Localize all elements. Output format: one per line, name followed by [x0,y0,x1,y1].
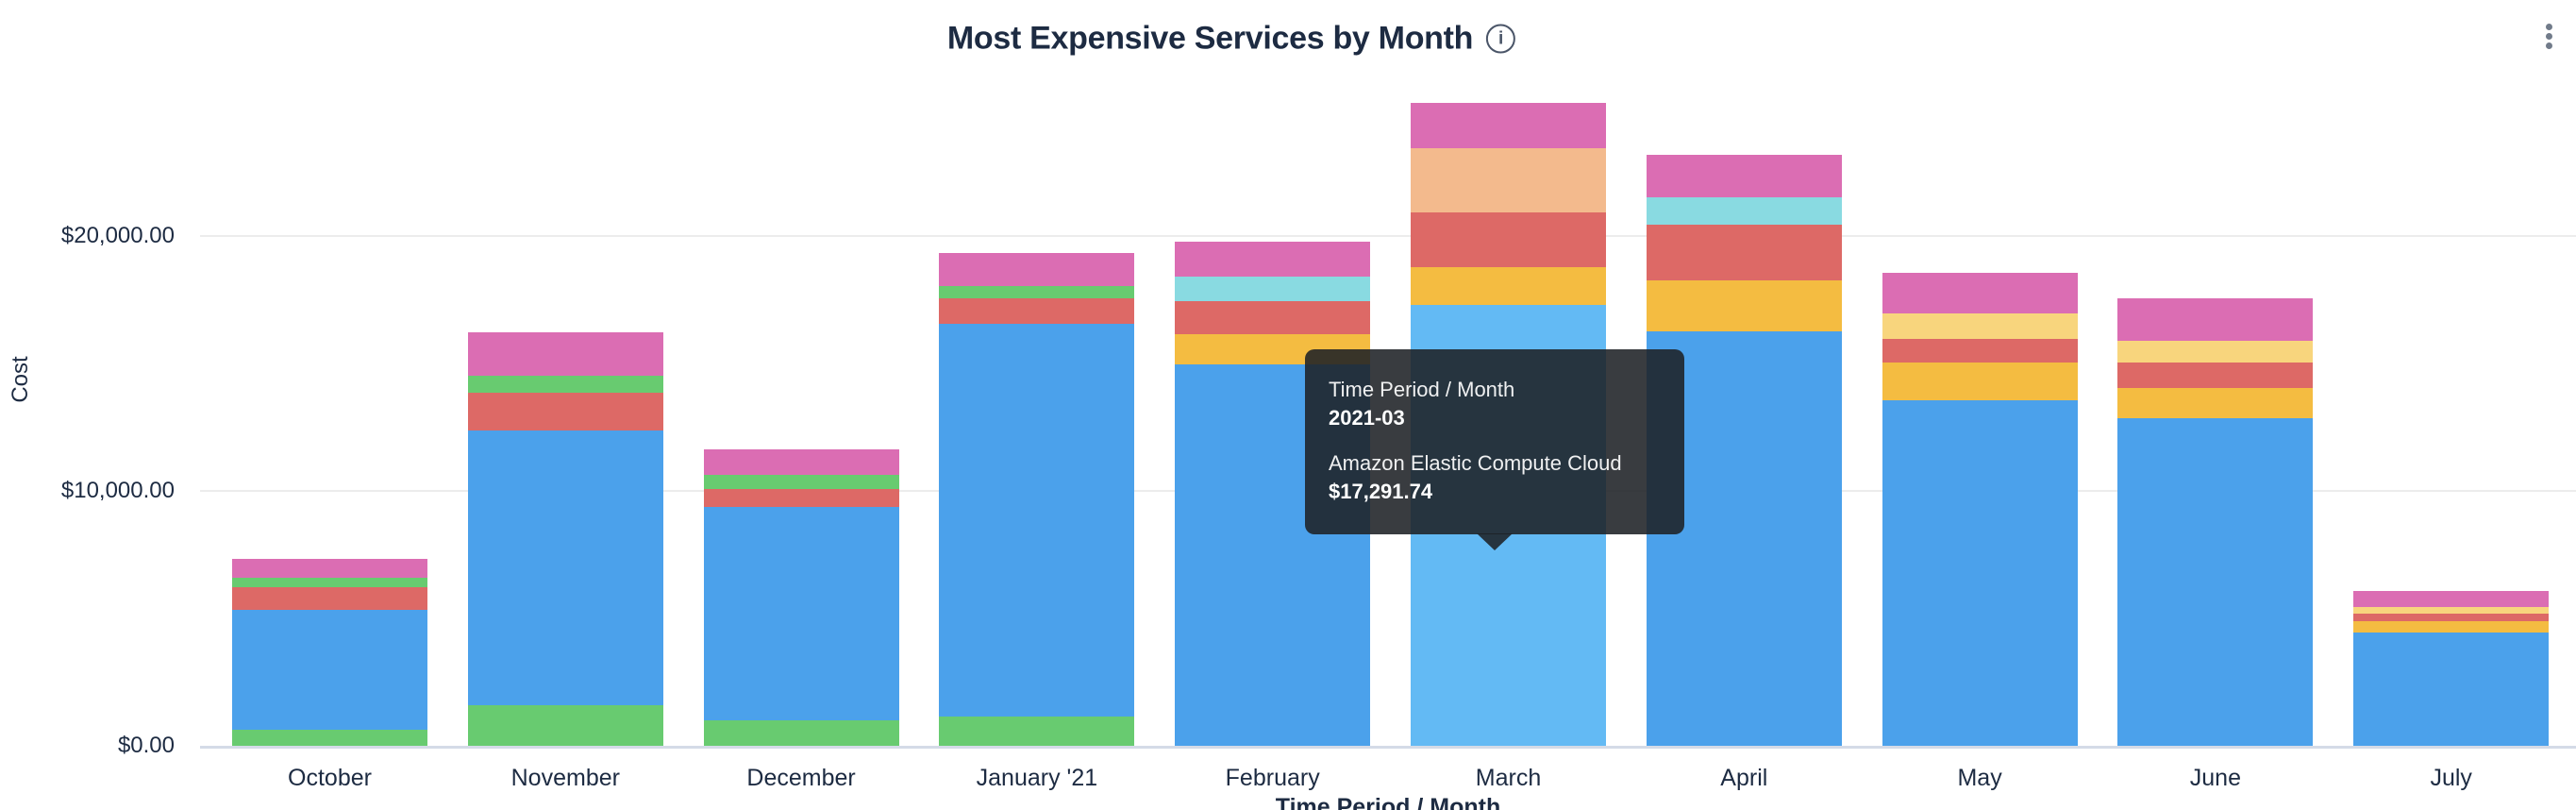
bar-segment-pink[interactable] [1882,273,2078,314]
bar-segment-cyan[interactable] [1646,197,1842,226]
bar-segment-pale_yellow[interactable] [1882,313,2078,340]
bar-segment-pink[interactable] [1411,103,1606,149]
bar-segment-pink[interactable] [467,332,663,377]
y-tick-label: $0.00 [117,733,175,758]
bar-segment-green[interactable] [232,730,427,746]
bar-segment-amber[interactable] [1882,363,2078,401]
info-icon[interactable]: i [1486,24,1516,54]
bar-segment-red[interactable] [467,393,663,431]
bar-segment-cyan[interactable] [1175,277,1371,302]
plot-area: $0.00 $10,000.00 $20,000.00 Cost [8,103,2576,758]
bar-june[interactable] [2117,298,2314,746]
x-tick-label: October [288,765,372,791]
bar-segment-red[interactable] [1646,225,1842,281]
bar-november[interactable] [467,332,663,746]
x-tick-label: June [2189,765,2241,791]
bar-segment-blue[interactable] [2353,633,2550,746]
bar-segment-pink[interactable] [939,253,1135,287]
bar-segment-pink[interactable] [2353,591,2550,607]
bar-segment-blue[interactable] [703,507,899,720]
tooltip-arrow [1477,533,1513,550]
x-tick-label: December [746,765,856,791]
y-tick-label: $10,000.00 [60,478,175,503]
gridline-20000 [200,235,2576,237]
bar-december[interactable] [703,449,899,746]
y-axis-title: Cost [8,356,33,403]
bar-segment-red[interactable] [1882,339,2078,363]
bar-segment-amber[interactable] [2117,388,2314,419]
bar-segment-blue[interactable] [939,324,1135,717]
bar-segment-pink[interactable] [703,449,899,476]
bar-segment-amber[interactable] [1411,267,1606,306]
y-tick-label: $20,000.00 [60,223,175,248]
gridline-0 [200,746,2576,749]
x-tick-label: November [510,765,620,791]
bar-segment-blue[interactable] [232,610,427,730]
bar-segment-pale_yellow[interactable] [2353,607,2550,614]
bar-segment-red[interactable] [1411,212,1606,268]
bar-segment-red[interactable] [2353,614,2550,621]
bar-segment-amber[interactable] [2353,621,2550,633]
bar-segment-pink[interactable] [1175,242,1371,278]
bar-segment-green[interactable] [939,717,1135,746]
bar-segment-red[interactable] [232,587,427,610]
bar-segment-red[interactable] [703,489,899,508]
bar-segment-blue[interactable] [2117,418,2314,746]
x-tick-label: July [2430,765,2472,791]
bar-segment-green[interactable] [703,720,899,746]
bar-segment-green[interactable] [467,376,663,394]
bar-segment-amber[interactable] [1646,280,1842,332]
bar-july[interactable] [2353,591,2550,746]
bar-segment-blue[interactable] [1882,400,2078,746]
kebab-menu-icon[interactable] [2546,24,2552,49]
tooltip: Time Period / Month 2021-03 Amazon Elast… [1305,349,1684,550]
bar-segment-green[interactable] [467,705,663,746]
bar-segment-blue[interactable] [467,430,663,705]
x-tick-label: March [1475,765,1542,791]
bar-segment-pink[interactable] [1646,155,1842,198]
bar-segment-green[interactable] [232,578,427,587]
chart-header: Most Expensive Services by Month i [946,20,1516,58]
bar-segment-green[interactable] [703,475,899,490]
bar-may[interactable] [1882,273,2078,746]
x-tick-label: January '21 [976,765,1098,791]
bar-segment-pink[interactable] [2117,298,2314,342]
x-tick-label: February [1225,765,1320,791]
bar-segment-red[interactable] [939,298,1135,325]
bar-february[interactable] [1175,242,1371,746]
tooltip-series-value: $17,291.74 [1329,480,1433,503]
chart-title: Most Expensive Services by Month [946,20,1474,57]
x-axis-title: Time Period / Month [1275,794,1501,810]
tooltip-field-value: 2021-03 [1329,406,1405,430]
tooltip-field-label: Time Period / Month [1329,378,1515,401]
tooltip-series-label: Amazon Elastic Compute Cloud [1329,451,1622,475]
bar-january-21[interactable] [939,253,1135,746]
bar-segment-red[interactable] [1175,301,1371,335]
bar-segment-red[interactable] [2117,363,2314,389]
x-tick-label: May [1957,765,2002,791]
bar-segment-pale_yellow[interactable] [2117,341,2314,363]
bar-segment-green[interactable] [939,286,1135,299]
bar-segment-pink[interactable] [232,559,427,578]
bar-october[interactable] [232,559,427,746]
x-tick-label: April [1720,765,1768,791]
bar-segment-peach[interactable] [1411,148,1606,213]
